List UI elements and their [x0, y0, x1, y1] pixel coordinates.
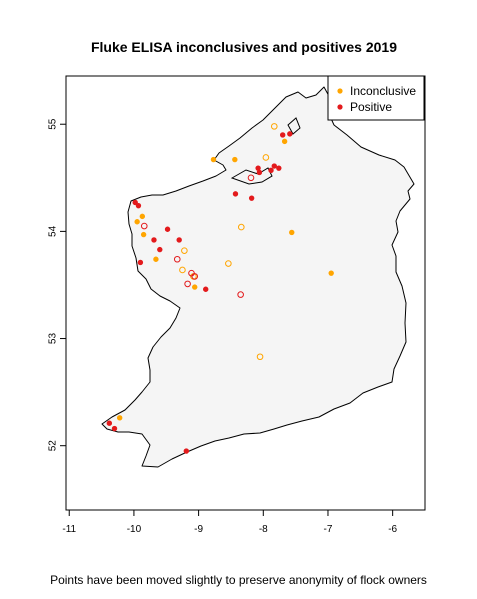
positive-point — [268, 167, 274, 174]
inconclusive-point — [181, 247, 188, 254]
y-tick-label: 52 — [48, 440, 59, 452]
positive-point — [191, 273, 199, 280]
inconclusive-point — [134, 219, 140, 225]
positive-point — [157, 246, 163, 253]
positive-point — [183, 448, 190, 454]
legend-positive-marker — [337, 104, 343, 110]
ireland-landmass — [101, 86, 415, 468]
positive-point — [140, 222, 148, 230]
positive-point — [276, 165, 282, 171]
positive-point — [232, 191, 239, 197]
positive-point — [271, 163, 277, 169]
positive-point — [106, 420, 113, 426]
positive-point — [173, 255, 181, 263]
legend-inconclusive-marker — [337, 88, 343, 94]
x-tick-label: -10 — [127, 524, 142, 535]
inconclusive-point — [256, 353, 264, 361]
data-points — [106, 123, 334, 454]
y-tick-label: 55 — [48, 118, 59, 130]
positive-point — [176, 237, 182, 243]
legend: Inconclusive Positive — [327, 75, 425, 121]
inconclusive-point — [139, 213, 146, 220]
inconclusive-point — [262, 154, 270, 161]
lough-foyle-inlet — [287, 117, 301, 135]
positive-point — [248, 195, 255, 201]
positive-point — [132, 199, 138, 206]
legend-inconclusive-label: Inconclusive — [350, 84, 416, 98]
inconclusive-point — [232, 156, 238, 163]
positive-point — [164, 226, 171, 232]
inconclusive-point — [289, 229, 295, 236]
x-tick-label: -9 — [194, 524, 203, 535]
inconclusive-point — [237, 223, 245, 231]
inconclusive-point — [140, 231, 147, 238]
positive-point — [237, 291, 244, 298]
inconclusive-point — [210, 156, 217, 163]
inconclusive-point — [116, 415, 123, 421]
inconclusive-point — [328, 270, 334, 276]
positive-point — [287, 131, 293, 137]
y-axis: 52 53 54 55 — [48, 118, 66, 451]
positive-point — [279, 132, 286, 138]
positive-point — [256, 169, 263, 176]
inconclusive-point — [270, 123, 278, 130]
inconclusive-point — [192, 284, 198, 290]
x-tick-label: -6 — [388, 524, 397, 535]
positive-point — [111, 425, 118, 432]
inconclusive-point — [179, 266, 186, 274]
footnote-caption: Points have been moved slightly to prese… — [50, 573, 427, 587]
positive-point — [151, 237, 157, 243]
legend-positive-label: Positive — [350, 100, 392, 114]
positive-point — [184, 280, 191, 288]
y-tick-label: 54 — [48, 225, 59, 237]
plot-frame — [65, 75, 426, 511]
inconclusive-point — [225, 260, 232, 267]
inconclusive-point — [281, 138, 288, 145]
x-tick-label: -7 — [324, 524, 333, 535]
x-axis: -11 -10 -9 -8 -7 -6 — [62, 510, 398, 535]
chart-title: Fluke ELISA inconclusives and positives … — [91, 39, 397, 55]
x-tick-label: -11 — [62, 524, 76, 535]
map-layer — [101, 86, 415, 468]
legend-box — [327, 75, 425, 121]
positive-point — [203, 286, 209, 292]
x-tick-label: -8 — [259, 524, 268, 535]
positive-point — [137, 259, 144, 266]
y-tick-label: 53 — [48, 333, 59, 345]
positive-point — [247, 174, 255, 182]
positive-point — [135, 202, 142, 209]
inconclusive-point — [153, 256, 159, 262]
